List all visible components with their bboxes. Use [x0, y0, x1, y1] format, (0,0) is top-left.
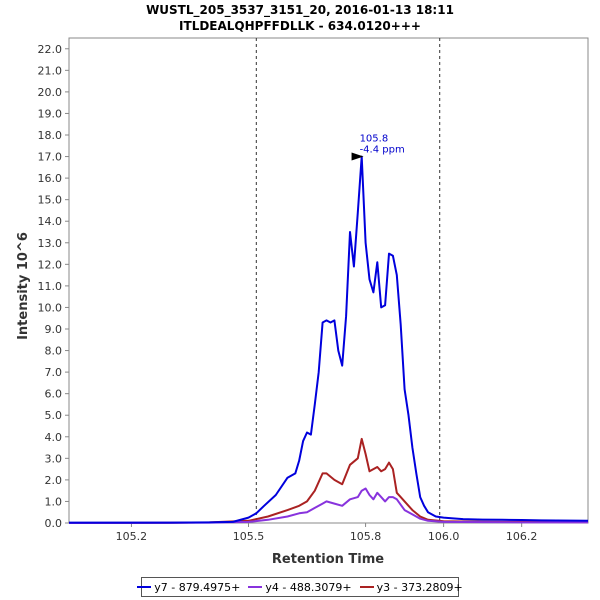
y-tick-label: 4.0: [45, 431, 63, 444]
y-tick-label: 3.0: [45, 452, 63, 465]
y-tick-label: 7.0: [45, 366, 63, 379]
x-tick-label: 105.2: [116, 530, 148, 543]
y-tick-label: 5.0: [45, 409, 63, 422]
y-tick-label: 9.0: [45, 323, 63, 336]
y-tick-label: 6.0: [45, 388, 63, 401]
series-line: [68, 437, 589, 524]
legend-entry: y7 - 879.4975+: [137, 581, 240, 594]
legend-label: y3 - 373.2809+: [376, 580, 463, 594]
series-line: [68, 487, 588, 524]
legend-entry: y3 - 373.2809+: [359, 580, 463, 594]
y-tick-label: 16.0: [38, 172, 63, 185]
legend-entry: y4 - 488.3079+: [248, 580, 352, 594]
legend-label: y4 - 488.3079+: [265, 580, 352, 594]
y-tick-label: 22.0: [38, 43, 63, 56]
peak-rt-label: 105.8: [360, 134, 389, 145]
integration-boundaries: [255, 38, 441, 523]
peak-annotation: 105.8-4.4 ppm: [351, 134, 405, 161]
legend: y7 - 879.4975+ y4 - 488.3079+ y3 - 373.280…: [137, 577, 463, 597]
y-tick-label: 1.0: [45, 495, 63, 508]
y-tick-label: 0.0: [45, 517, 63, 530]
y-tick-label: 11.0: [38, 280, 63, 293]
x-tick-label: 106.2: [506, 530, 538, 543]
x-axis-label: Retention Time: [272, 552, 384, 567]
plot-border: [68, 37, 589, 524]
y-axis-label: Intensity 10^6: [16, 232, 31, 340]
legend-label: y7 - 879.4975+: [154, 580, 241, 594]
y-tick-label: 17.0: [38, 151, 63, 164]
y-tick-label: 14.0: [38, 215, 63, 228]
x-tick-label: 105.5: [233, 530, 265, 543]
peak-ppm-label: -4.4 ppm: [360, 145, 405, 156]
x-tick-label: 105.8: [350, 530, 382, 543]
plot-area: [68, 37, 589, 524]
y-tick-label: 15.0: [38, 194, 63, 207]
y-tick-label: 2.0: [45, 474, 63, 487]
chart-title: WUSTL_205_3537_3151_20, 2016-01-13 18:11: [146, 3, 454, 18]
y-tick-label: 12.0: [38, 258, 63, 271]
y-tick-label: 13.0: [38, 237, 63, 250]
y-tick-label: 10.0: [38, 301, 63, 314]
peak-marker-icon: [351, 152, 364, 161]
legend-swatch-icon: [137, 586, 152, 588]
y-tick-label: 8.0: [45, 345, 63, 358]
y-tick-label: 21.0: [38, 64, 63, 77]
y-tick-label: 20.0: [38, 86, 63, 99]
y-tick-label: 18.0: [38, 129, 63, 142]
legend-swatch-icon: [248, 586, 263, 588]
y-axis: 0.0 1.0 2.0 3.0 4.0 5.0 6.0 7.0 8.0 9.0 10.0 11.0 12…: [38, 43, 69, 530]
legend-swatch-icon: [359, 586, 374, 588]
x-axis: 105.2 105.5 105.8 106.0 106.2: [116, 523, 538, 543]
chart-subtitle: ITLDEALQHPFFDLLK - 634.0120+++: [179, 19, 421, 33]
y-tick-label: 19.0: [38, 107, 63, 120]
x-tick-label: 106.0: [428, 530, 460, 543]
